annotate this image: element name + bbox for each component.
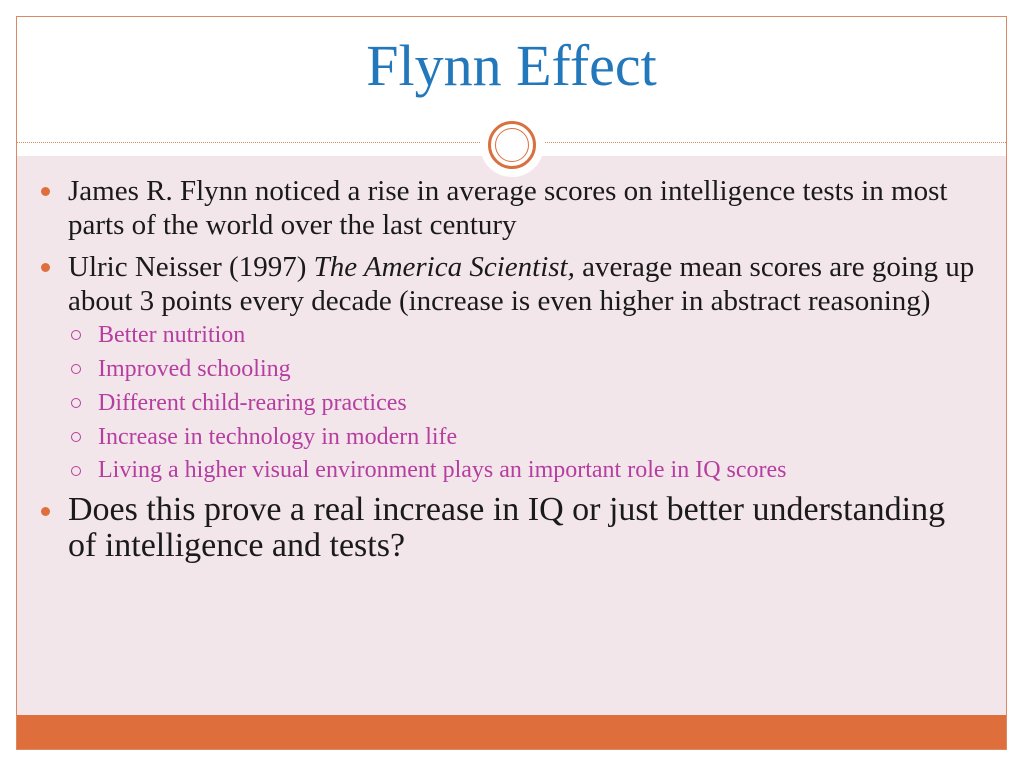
circle-ornament-inner: [495, 128, 529, 162]
bullet-text-publication: The America Scientist,: [313, 251, 575, 283]
sub-bullet-text: Increase in technology in modern life: [98, 424, 458, 450]
hollow-circle-bullet-icon: [71, 432, 81, 442]
sub-bullet-text: Better nutrition: [98, 322, 246, 348]
sub-bullet-text: Living a higher visual environment plays…: [98, 457, 787, 483]
bullet-item: James R. Flynn noticed a rise in average…: [17, 174, 977, 242]
sub-bullet-text: Different child-rearing practices: [98, 390, 407, 416]
sub-bullet-item: Improved schooling: [17, 356, 977, 382]
footer-bar: [17, 715, 1006, 749]
circle-ornament-icon: [488, 121, 536, 169]
bullet-text-prefix: Ulric Neisser (1997): [68, 251, 314, 283]
sub-bullet-item: Living a higher visual environment plays…: [17, 458, 977, 482]
bullet-dot-icon: [41, 507, 50, 516]
bullet-item: Ulric Neisser (1997) The America Scienti…: [17, 250, 977, 318]
bullet-text: Does this prove a real increase in IQ or…: [68, 491, 946, 564]
slide-body: James R. Flynn noticed a rise in average…: [17, 174, 977, 572]
content-area: [17, 156, 1006, 715]
slide-title: Flynn Effect: [366, 33, 657, 98]
bullet-text: James R. Flynn noticed a rise in average…: [68, 175, 948, 241]
hollow-circle-bullet-icon: [71, 364, 81, 374]
slide: Flynn Effect James R. Flynn noticed a ri…: [16, 16, 1007, 750]
bullet-item-question: Does this prove a real increase in IQ or…: [17, 492, 977, 564]
hollow-circle-bullet-icon: [71, 398, 81, 408]
sub-bullet-item: Better nutrition: [17, 322, 977, 348]
sub-bullet-item: Increase in technology in modern life: [17, 424, 977, 450]
sub-bullet-text: Improved schooling: [98, 356, 291, 382]
bullet-text-suffix: average mean scores are going up about 3…: [68, 251, 975, 317]
hollow-circle-bullet-icon: [71, 330, 81, 340]
sub-bullet-list: Better nutrition Improved schooling Diff…: [17, 322, 977, 482]
sub-bullet-item: Different child-rearing practices: [17, 390, 977, 416]
bullet-dot-icon: [41, 187, 50, 196]
hollow-circle-bullet-icon: [71, 466, 81, 476]
bullet-dot-icon: [41, 263, 50, 272]
